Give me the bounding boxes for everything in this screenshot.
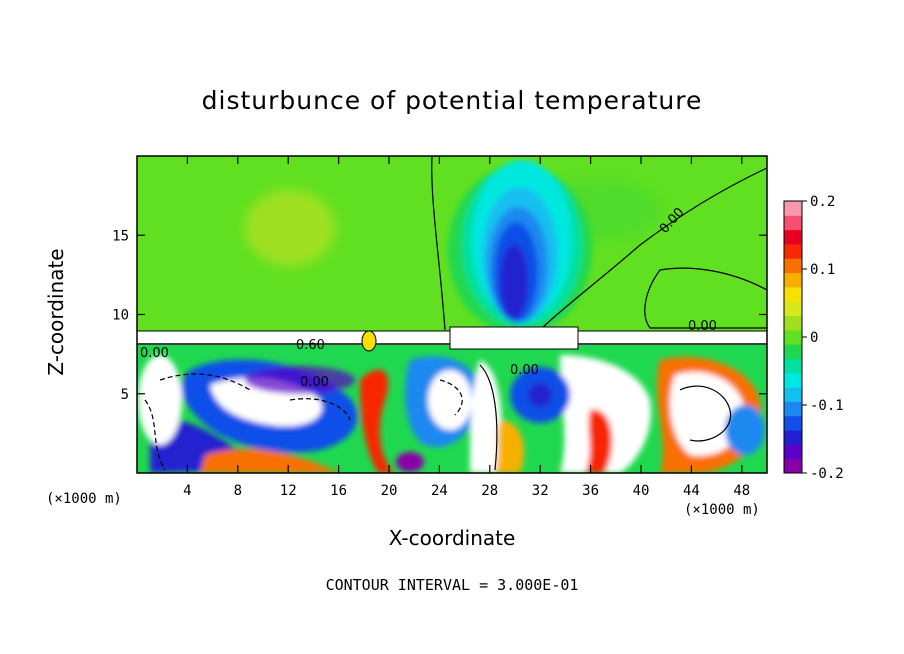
chart-title: disturbunce of potential temperature (201, 86, 703, 115)
y-tick-label: 5 (121, 387, 129, 403)
y-axis-ticks: 5 10 15 (112, 228, 767, 403)
colorbar-swatch (784, 444, 802, 460)
colorbar-tick-label: 0.2 (810, 194, 835, 210)
colorbar-tick-label: -0.1 (810, 398, 844, 414)
colorbar-swatch (784, 387, 802, 402)
colorbar-swatch (784, 215, 802, 231)
cold-plume (448, 160, 592, 335)
contour-label: 0.00 (510, 363, 539, 378)
contour-label: 0.60 (296, 338, 325, 353)
x-tick-label: 24 (431, 483, 448, 499)
colorbar-swatch (784, 286, 802, 302)
contour-interval-note: CONTOUR INTERVAL = 3.000E-01 (325, 576, 579, 594)
colorbar-ticks: 0.2 0.1 0 -0.1 -0.2 (802, 194, 844, 482)
colorbar-swatch (784, 458, 802, 474)
bump (449, 326, 579, 350)
colorbar-swatch (784, 272, 802, 288)
colorbar-swatch (784, 415, 802, 431)
x-tick-label: 44 (683, 483, 700, 499)
y-tick-label: 15 (112, 228, 129, 244)
colorbar-swatch (784, 229, 802, 245)
y-axis-label: Z-coordinate (44, 248, 68, 376)
x-unit-right: (×1000 m) (684, 502, 760, 518)
x-tick-label: 40 (633, 483, 650, 499)
plot-area (137, 156, 767, 473)
x-tick-label: 48 (733, 483, 750, 499)
x-unit-left: (×1000 m) (46, 491, 122, 507)
colorbar-swatch (784, 258, 802, 274)
colorbar-tick-label: 0.1 (810, 262, 835, 278)
colorbar-swatch (784, 301, 802, 317)
x-tick-label: 20 (381, 483, 398, 499)
x-tick-label: 28 (481, 483, 498, 499)
colorbar-swatch (784, 315, 802, 331)
contour-label: 0.00 (688, 319, 717, 334)
contours (144, 156, 767, 471)
x-axis-ticks: 4 8 12 16 20 24 28 32 36 40 44 48 (183, 156, 750, 499)
x-tick-label: 12 (280, 483, 297, 499)
small-bump (361, 330, 377, 352)
colorbar-swatch (784, 243, 802, 259)
colorbar-swatch (784, 201, 802, 216)
x-tick-label: 8 (234, 483, 242, 499)
colorbar-swatch (784, 372, 802, 388)
contour-label: 0.00 (140, 346, 169, 361)
colorbar-swatch (784, 344, 802, 359)
x-axis-label: X-coordinate (388, 526, 516, 550)
colorbar-tick-label: -0.2 (810, 466, 844, 482)
colorbar-swatch (784, 329, 802, 345)
colorbar-swatch (784, 430, 802, 445)
x-tick-label: 16 (330, 483, 347, 499)
colorbar-tick-label: 0 (810, 330, 818, 346)
x-tick-label: 36 (582, 483, 599, 499)
warm-patch (245, 190, 335, 266)
colorbar-swatch (784, 358, 802, 374)
colorbar (783, 200, 803, 474)
x-tick-label: 32 (532, 483, 549, 499)
colorbar-swatch (784, 401, 802, 417)
turbulent-blobs (138, 355, 765, 473)
contour-label: 0.00 (300, 375, 329, 390)
y-tick-label: 10 (112, 308, 129, 324)
x-tick-label: 4 (183, 483, 191, 499)
